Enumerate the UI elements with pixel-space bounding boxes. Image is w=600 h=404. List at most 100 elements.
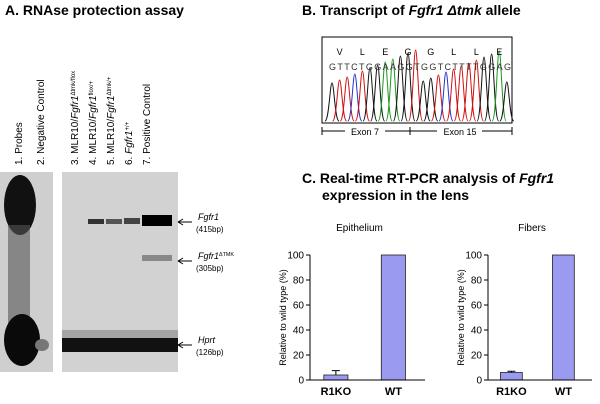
panel-title: B. Transcript of Fgfr1 Δtmk allele	[302, 2, 521, 18]
text-part: Fgfr1	[88, 96, 99, 119]
text-part: Hprt	[198, 335, 216, 345]
y-tick-label: 80	[471, 276, 483, 287]
y-tick-label: 20	[293, 351, 305, 362]
trace-peak	[468, 59, 484, 122]
panel-title: C. Real-time RT-PCR analysis of Fgfr1	[302, 170, 554, 186]
y-tick-label: 0	[298, 376, 304, 387]
text-part: B. Transcript of	[302, 2, 409, 18]
lane-label: 5. MLR10/Fgfr1Δtmk/+	[106, 76, 117, 165]
lane-label: 4. MLR10/Fgfr1flox/+	[88, 81, 99, 165]
trace-peak	[453, 65, 469, 122]
trace-peak	[347, 73, 363, 122]
band-label: Fgfr1ΔTMK	[198, 251, 234, 261]
bar	[380, 254, 406, 381]
text-part: Fgfr1	[198, 212, 219, 222]
band-arrows	[177, 218, 192, 349]
amino-acid: G	[427, 47, 434, 57]
amino-acid: L	[360, 47, 365, 57]
trace-peak	[362, 67, 378, 122]
text-part: Fgfr1 Δtmk	[409, 2, 483, 18]
panel-title: expression in the lens	[322, 187, 469, 203]
text-part: flox/+	[89, 81, 95, 96]
x-tick-label: R1KO	[496, 386, 527, 398]
lane-label: 2. Negative Control	[36, 79, 47, 165]
y-tick-label: 40	[471, 326, 483, 337]
text-part: Fgfr1	[519, 170, 554, 186]
x-tick-label: WT	[385, 386, 402, 398]
trace-peak	[438, 71, 454, 122]
gel-left	[0, 172, 53, 372]
y-tick-label: 20	[471, 351, 483, 362]
x-tick-label: R1KO	[321, 386, 352, 398]
amino-acid: E	[496, 47, 502, 57]
y-tick-label: 80	[293, 276, 305, 287]
gel-right	[62, 172, 178, 372]
chart-title: Epithelium	[336, 223, 383, 234]
band-size: (126bp)	[196, 348, 224, 357]
trace-peak	[400, 52, 416, 122]
bar	[552, 254, 575, 381]
band-label: Fgfr1	[198, 212, 219, 222]
lane-label: 7. Positive Control	[142, 84, 153, 165]
lane-label: 3. MLR10/Fgfr1Δtmk/flox	[70, 71, 81, 165]
trace-peak	[354, 70, 370, 122]
error-bar	[507, 370, 516, 373]
text-part: Δtmk/flox	[71, 71, 77, 96]
amino-acid: E	[382, 47, 388, 57]
trace-peak	[415, 80, 431, 122]
band-size: (415bp)	[196, 225, 224, 234]
text-part: 4. MLR10/	[88, 119, 99, 165]
y-axis-label: Relative to wild type (%)	[278, 269, 288, 366]
text-part: Fgfr1	[124, 131, 135, 154]
trace-peak	[370, 64, 386, 122]
sequence: GTTCTGGAAGGTGGTCTTTTGGAG	[329, 62, 511, 72]
x-tick-label: WT	[555, 386, 572, 398]
error-bar	[331, 370, 340, 375]
text-part: C. Real-time RT-PCR analysis of	[302, 170, 519, 186]
text-part: ΔTMK	[219, 252, 234, 258]
y-tick-label: 60	[293, 301, 305, 312]
y-axis-label: Relative to wild type (%)	[456, 269, 466, 366]
band-label: Hprt	[198, 335, 216, 345]
text-part: 7. Positive Control	[142, 84, 153, 165]
trace-peak	[499, 81, 515, 122]
bar	[323, 374, 349, 381]
text-part: Δtmk/+	[107, 76, 113, 95]
trace-peak	[430, 74, 446, 122]
trace-peak	[461, 62, 477, 122]
trace-peak	[324, 82, 340, 122]
text-part: 2. Negative Control	[36, 79, 47, 165]
amino-acid: L	[474, 47, 479, 57]
lane-label: 6. Fgfr1+/+	[124, 121, 135, 165]
trace-peak	[339, 76, 355, 122]
bar	[500, 372, 523, 381]
trace-peak	[392, 55, 408, 122]
text-part: Fgfr1	[106, 96, 117, 119]
lane-label: 1. Probes	[14, 122, 25, 165]
text-part: allele	[482, 2, 521, 18]
y-tick-label: 40	[293, 326, 305, 337]
text-part: 1. Probes	[14, 122, 25, 165]
text-part: 6.	[124, 154, 135, 165]
y-tick-label: 60	[471, 301, 483, 312]
chart-title: Fibers	[518, 223, 546, 234]
text-part: 3. MLR10/	[70, 119, 81, 165]
y-tick-label: 100	[287, 251, 304, 262]
trace-peak	[423, 77, 439, 122]
amino-acid: G	[404, 47, 411, 57]
text-part: Fgfr1	[198, 251, 219, 261]
amino-acid: L	[451, 47, 456, 57]
text-part: +/+	[125, 121, 131, 130]
trace-peak	[332, 79, 348, 122]
trace-peak	[476, 56, 492, 122]
y-tick-label: 0	[476, 376, 482, 387]
trace-peak	[377, 61, 393, 122]
trace-peak	[385, 58, 401, 122]
exon-label: Exon 15	[443, 127, 476, 137]
chromatogram-frame	[321, 36, 513, 124]
exon-label: Exon 7	[351, 127, 379, 137]
panel-title: A. RNAse protection assay	[5, 2, 184, 18]
amino-acid: V	[337, 47, 343, 57]
trace-peak	[446, 68, 462, 122]
